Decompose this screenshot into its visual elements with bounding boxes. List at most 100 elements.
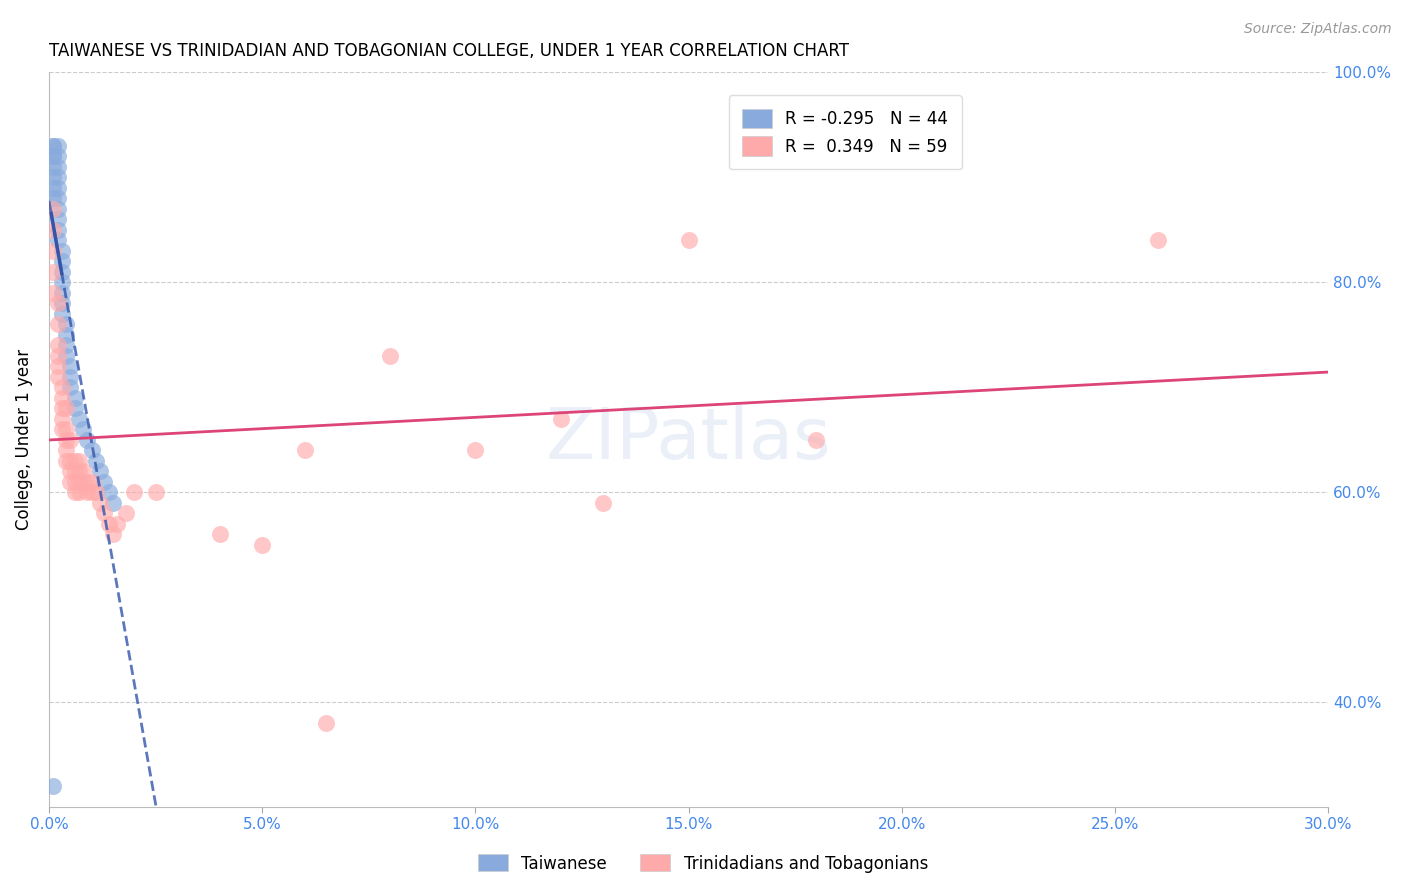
Point (59, 359, 82, 374)
Point (42, 244, 65, 258)
Point (114, 506, 136, 520)
Point (678, 233, 700, 247)
Point (46, 233, 69, 247)
Point (145, 485, 167, 500)
Point (46, 139, 69, 153)
Point (72, 422, 94, 436)
Point (67, 485, 90, 500)
Point (315, 716, 337, 731)
Point (59, 453, 82, 467)
Legend: R = -0.295   N = 44, R =  0.349   N = 59: R = -0.295 N = 44, R = 0.349 N = 59 (728, 95, 962, 169)
Point (46, 318, 69, 332)
Point (250, 538, 273, 552)
Point (42, 139, 65, 153)
Point (63, 391, 86, 405)
Point (93, 475, 115, 489)
Point (208, 527, 231, 541)
Point (46, 160, 69, 174)
Point (46, 212, 69, 227)
Point (84, 453, 107, 467)
Point (101, 496, 124, 510)
Point (42, 191, 65, 205)
Legend: Taiwanese, Trinidadians and Tobagonians: Taiwanese, Trinidadians and Tobagonians (471, 847, 935, 880)
Point (63, 464, 86, 478)
Point (42, 202, 65, 216)
Point (55, 349, 77, 363)
Point (105, 516, 128, 531)
Point (51, 422, 73, 436)
Point (42, 265, 65, 279)
Point (89, 496, 111, 510)
Point (42, 170, 65, 185)
Point (97, 516, 120, 531)
Point (63, 453, 86, 467)
Point (76, 433, 98, 447)
Point (59, 433, 82, 447)
Point (55, 422, 77, 436)
Point (72, 464, 94, 478)
Point (42, 149, 65, 163)
Point (42, 181, 65, 195)
Point (51, 244, 73, 258)
Point (80, 485, 103, 500)
Point (806, 433, 828, 447)
Point (63, 485, 86, 500)
Point (55, 443, 77, 458)
Point (46, 181, 69, 195)
Point (55, 453, 77, 467)
Point (51, 254, 73, 268)
Point (63, 401, 86, 416)
Point (51, 285, 73, 300)
Point (51, 411, 73, 425)
Point (42, 285, 65, 300)
Point (46, 349, 69, 363)
Point (46, 223, 69, 237)
Point (67, 464, 90, 478)
Point (93, 506, 115, 520)
Point (59, 475, 82, 489)
Point (42, 139, 65, 153)
Point (76, 485, 98, 500)
Point (55, 327, 77, 342)
Point (464, 443, 486, 458)
Point (42, 779, 65, 793)
Text: ZIPatlas: ZIPatlas (546, 405, 831, 475)
Point (46, 191, 69, 205)
Point (51, 401, 73, 416)
Point (80, 443, 103, 458)
Point (46, 296, 69, 310)
Point (51, 380, 73, 394)
Point (84, 485, 107, 500)
Point (67, 453, 90, 467)
Point (59, 369, 82, 384)
Point (51, 265, 73, 279)
Point (42, 160, 65, 174)
Point (67, 475, 90, 489)
Point (42, 223, 65, 237)
Point (59, 380, 82, 394)
Point (42, 149, 65, 163)
Point (592, 496, 614, 510)
Point (46, 359, 69, 374)
Point (101, 527, 124, 541)
Point (55, 401, 77, 416)
Point (80, 475, 103, 489)
Point (46, 369, 69, 384)
Point (89, 464, 111, 478)
Point (51, 307, 73, 321)
Point (51, 296, 73, 310)
Point (59, 464, 82, 478)
Point (122, 485, 145, 500)
Y-axis label: College, Under 1 year: College, Under 1 year (15, 349, 32, 530)
Point (294, 443, 316, 458)
Point (51, 391, 73, 405)
Point (55, 433, 77, 447)
Point (51, 275, 73, 289)
Point (55, 318, 77, 332)
Point (550, 411, 572, 425)
Point (46, 149, 69, 163)
Text: TAIWANESE VS TRINIDADIAN AND TOBAGONIAN COLLEGE, UNDER 1 YEAR CORRELATION CHART: TAIWANESE VS TRINIDADIAN AND TOBAGONIAN … (49, 42, 849, 60)
Point (1146, 233, 1168, 247)
Point (46, 338, 69, 352)
Point (46, 170, 69, 185)
